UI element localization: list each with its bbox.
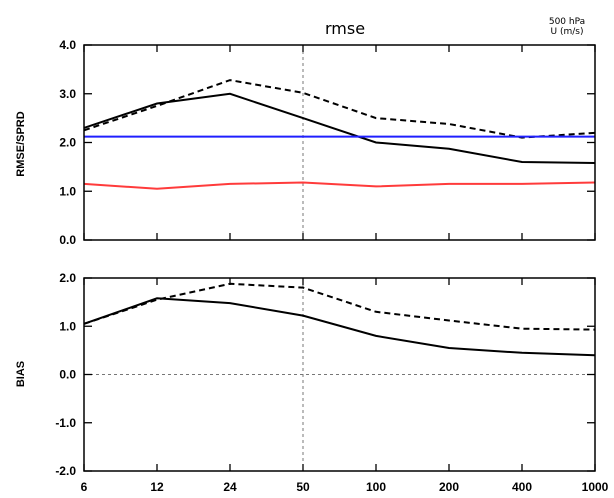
x-tick-label: 200 <box>439 480 459 494</box>
variable-label: U (m/s) <box>551 27 584 37</box>
series-line-0-0 <box>83 79 596 139</box>
series-line-0-1 <box>83 92 596 164</box>
rmse-plot-frame <box>83 44 596 241</box>
series-line-0-3 <box>83 181 596 190</box>
series-line-1-1 <box>83 297 596 357</box>
y-tick-label: 0.0 <box>59 368 76 382</box>
x-tick-label: 50 <box>296 480 310 494</box>
chart-title: rmse <box>325 19 365 38</box>
level-label: 500 hPa <box>549 17 585 27</box>
bias-panel: BIAS -2.0 -1.0 0.0 1.0 2.0 6 12 24 50 100 200 400 1… <box>15 271 609 494</box>
y-tick-label: -2.0 <box>55 464 76 478</box>
bias-y-ticks: -2.0 -1.0 0.0 1.0 2.0 <box>55 271 596 478</box>
y-tick-label: 2.0 <box>59 136 76 150</box>
rmse-y-ticks: 0.0 1.0 2.0 3.0 4.0 <box>59 38 596 247</box>
y-tick-label: -1.0 <box>55 416 76 430</box>
x-tick-label: 400 <box>512 480 532 494</box>
bias-series-group <box>83 282 596 357</box>
bias-ylabel: BIAS <box>15 361 27 387</box>
y-tick-label: 2.0 <box>59 271 76 285</box>
rmse-ylabel: RMSE/SPRD <box>15 111 27 176</box>
x-tick-label: 12 <box>150 480 164 494</box>
bias-x-ticks: 6 12 24 50 100 200 400 1000 <box>81 480 609 494</box>
bias-grid <box>84 278 595 471</box>
series-line-1-0 <box>83 282 596 331</box>
rmse-series-group <box>83 79 596 190</box>
x-tick-label: 6 <box>81 480 88 494</box>
y-tick-label: 0.0 <box>59 233 76 247</box>
x-tick-label: 100 <box>366 480 386 494</box>
x-tick-label: 1000 <box>582 480 609 494</box>
y-tick-label: 4.0 <box>59 38 76 52</box>
rmse-panel: rmse 500 hPa U (m/s) RMSE/SPRD 0.0 1.0 2.0… <box>15 17 596 247</box>
y-tick-label: 1.0 <box>59 184 76 198</box>
y-tick-label: 3.0 <box>59 87 76 101</box>
y-tick-label: 1.0 <box>59 319 76 333</box>
x-tick-label: 24 <box>223 480 237 494</box>
